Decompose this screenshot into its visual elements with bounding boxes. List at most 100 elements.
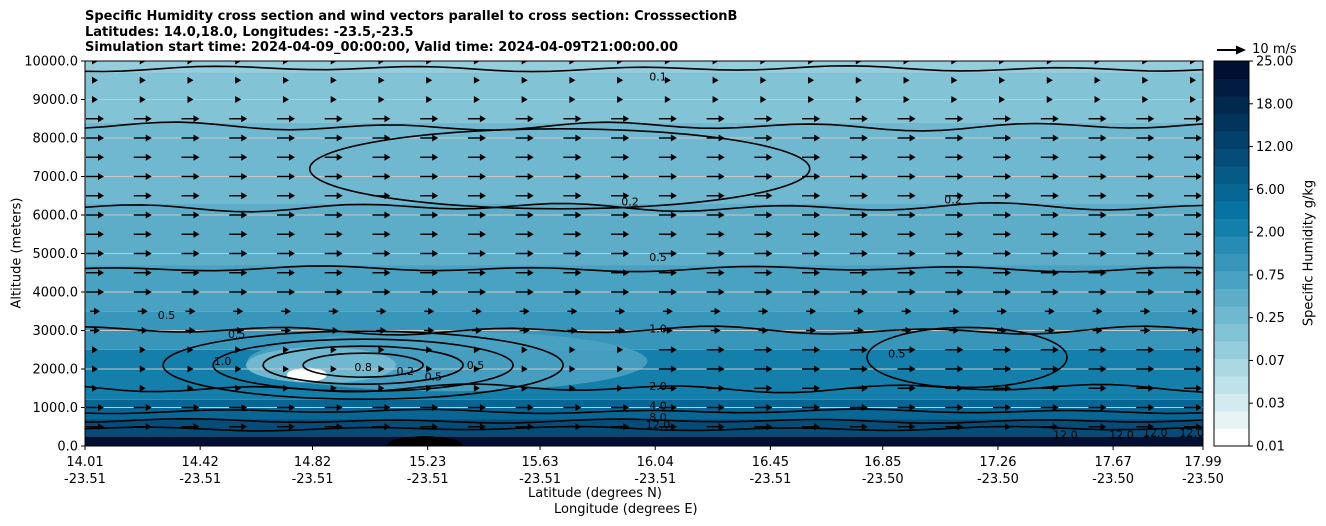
wind-vector-arrow — [324, 192, 343, 200]
contour-label: 12.0 — [646, 419, 671, 432]
colorbar-tick-label: 0.75 — [1256, 268, 1285, 283]
x-tick-label-lat: 15.23 — [409, 455, 446, 470]
wind-vector-arrow — [897, 269, 916, 277]
wind-vector-arrow — [1088, 115, 1107, 123]
contour-label: 0.2 — [621, 195, 639, 208]
wind-vector-arrow — [706, 423, 725, 431]
wind-vector-arrow — [324, 173, 343, 180]
wind-vector-arrow — [424, 307, 435, 315]
wind-vector-arrow — [235, 61, 242, 65]
contour-label: 2.0 — [649, 380, 667, 393]
y-tick-label: 9000.0 — [33, 93, 79, 108]
wind-vector-arrow — [276, 115, 295, 123]
wind-vector-arrow — [802, 115, 821, 123]
wind-vector-arrow — [515, 288, 534, 296]
colorbar-tick-label: 12.00 — [1256, 140, 1293, 155]
wind-vector-arrow — [897, 346, 916, 354]
wind-vector-arrow — [139, 384, 146, 392]
dry-pocket — [245, 347, 396, 384]
wind-vector-arrow — [467, 192, 486, 200]
wind-vector-arrow — [754, 230, 773, 238]
wind-vector-arrow — [139, 346, 146, 354]
wind-vector-arrow — [229, 288, 248, 296]
wind-vector-arrow — [1136, 173, 1155, 180]
wind-vector-arrow — [467, 230, 486, 238]
wind-vector-arrow — [802, 404, 821, 411]
colorbar-tick-label: 0.03 — [1256, 397, 1285, 412]
wind-vector-arrow — [324, 134, 343, 142]
wind-vector-arrow — [137, 327, 148, 334]
wind-vector-arrow — [563, 115, 582, 123]
wind-vector-arrow — [849, 346, 868, 354]
wind-vector-arrow — [229, 250, 248, 257]
wind-vector-arrow — [139, 76, 146, 84]
wind-vector-arrow — [86, 153, 104, 161]
wind-vector-arrow — [133, 211, 152, 219]
wind-vector-arrow — [897, 423, 916, 431]
wind-vector-arrow — [617, 365, 624, 373]
wind-vector-arrow — [855, 96, 862, 103]
wind-vector-arrow — [521, 365, 528, 373]
wind-vector-arrow — [1140, 307, 1151, 315]
wind-vector-arrow — [92, 61, 98, 65]
wind-vector-arrow — [802, 250, 821, 257]
wind-vector-arrow — [276, 230, 295, 238]
wind-vector-arrow — [515, 134, 534, 142]
wind-vector-arrow — [1136, 423, 1155, 431]
wind-vector-arrow — [997, 327, 1008, 334]
wind-vector-arrow — [420, 423, 439, 431]
x-tick-label-lat: 16.04 — [637, 455, 674, 470]
wind-vector-arrow — [86, 404, 104, 411]
x-tick-label-lon: -23.51 — [64, 472, 106, 487]
wind-vector-arrow — [1040, 404, 1059, 411]
wind-vector-arrow — [563, 192, 582, 200]
wind-vector-arrow — [521, 61, 528, 65]
wind-vector-arrow — [897, 173, 916, 180]
wind-vector-arrow — [378, 346, 385, 354]
wind-vector-arrow — [760, 96, 767, 103]
wind-vector-arrow — [1088, 365, 1107, 373]
wind-vector-arrow — [897, 134, 916, 142]
wind-vector-arrow — [1136, 134, 1155, 142]
wind-vector-arrow — [617, 61, 624, 65]
wind-vector-arrow — [376, 307, 387, 315]
wind-vector-arrow — [754, 115, 773, 123]
wind-vector-arrow — [993, 404, 1012, 411]
wind-vector-arrow — [467, 288, 486, 296]
wind-vector-arrow — [993, 211, 1012, 219]
wind-vector-arrow — [754, 384, 773, 392]
wind-vector-arrow — [758, 327, 769, 334]
wind-vector-arrow — [706, 365, 725, 373]
wind-vector-arrow — [569, 76, 576, 84]
colorbar-label: Specific Humidity g/kg — [1301, 179, 1317, 327]
wind-vector-arrow — [1040, 365, 1059, 373]
wind-vector-arrow — [1040, 230, 1059, 238]
wind-vector-arrow — [993, 153, 1012, 161]
wind-vector-arrow — [754, 153, 773, 161]
wind-vector-arrow — [706, 250, 725, 257]
wind-vector-arrow — [611, 423, 630, 431]
wind-vector-arrow — [615, 327, 626, 334]
y-tick-label: 10000.0 — [24, 55, 78, 70]
colorbar-tick-label: 0.01 — [1256, 440, 1285, 455]
wind-vector-arrow — [133, 288, 152, 296]
wind-vector-arrow — [181, 250, 200, 257]
wind-vector-arrow — [181, 288, 200, 296]
wind-vector-arrow — [515, 250, 534, 257]
colorbar-segment — [1214, 96, 1249, 114]
wind-vector-arrow — [133, 269, 152, 277]
wind-vector-arrow — [1190, 76, 1196, 84]
wind-vector-arrow — [282, 365, 289, 373]
wind-vector-arrow — [945, 423, 964, 431]
wind-vector-arrow — [658, 384, 677, 392]
wind-vector-arrow — [420, 192, 439, 200]
wind-vector-arrow — [133, 153, 152, 161]
wind-vector-arrow — [86, 192, 104, 200]
contour-line-0.5 — [85, 265, 1203, 273]
y-tick-label: 5000.0 — [33, 247, 79, 262]
contour-ring — [866, 326, 1068, 389]
wind-vector-arrow — [901, 327, 912, 334]
wind-vector-arrow — [949, 307, 960, 315]
wind-vector-arrow — [760, 61, 767, 65]
